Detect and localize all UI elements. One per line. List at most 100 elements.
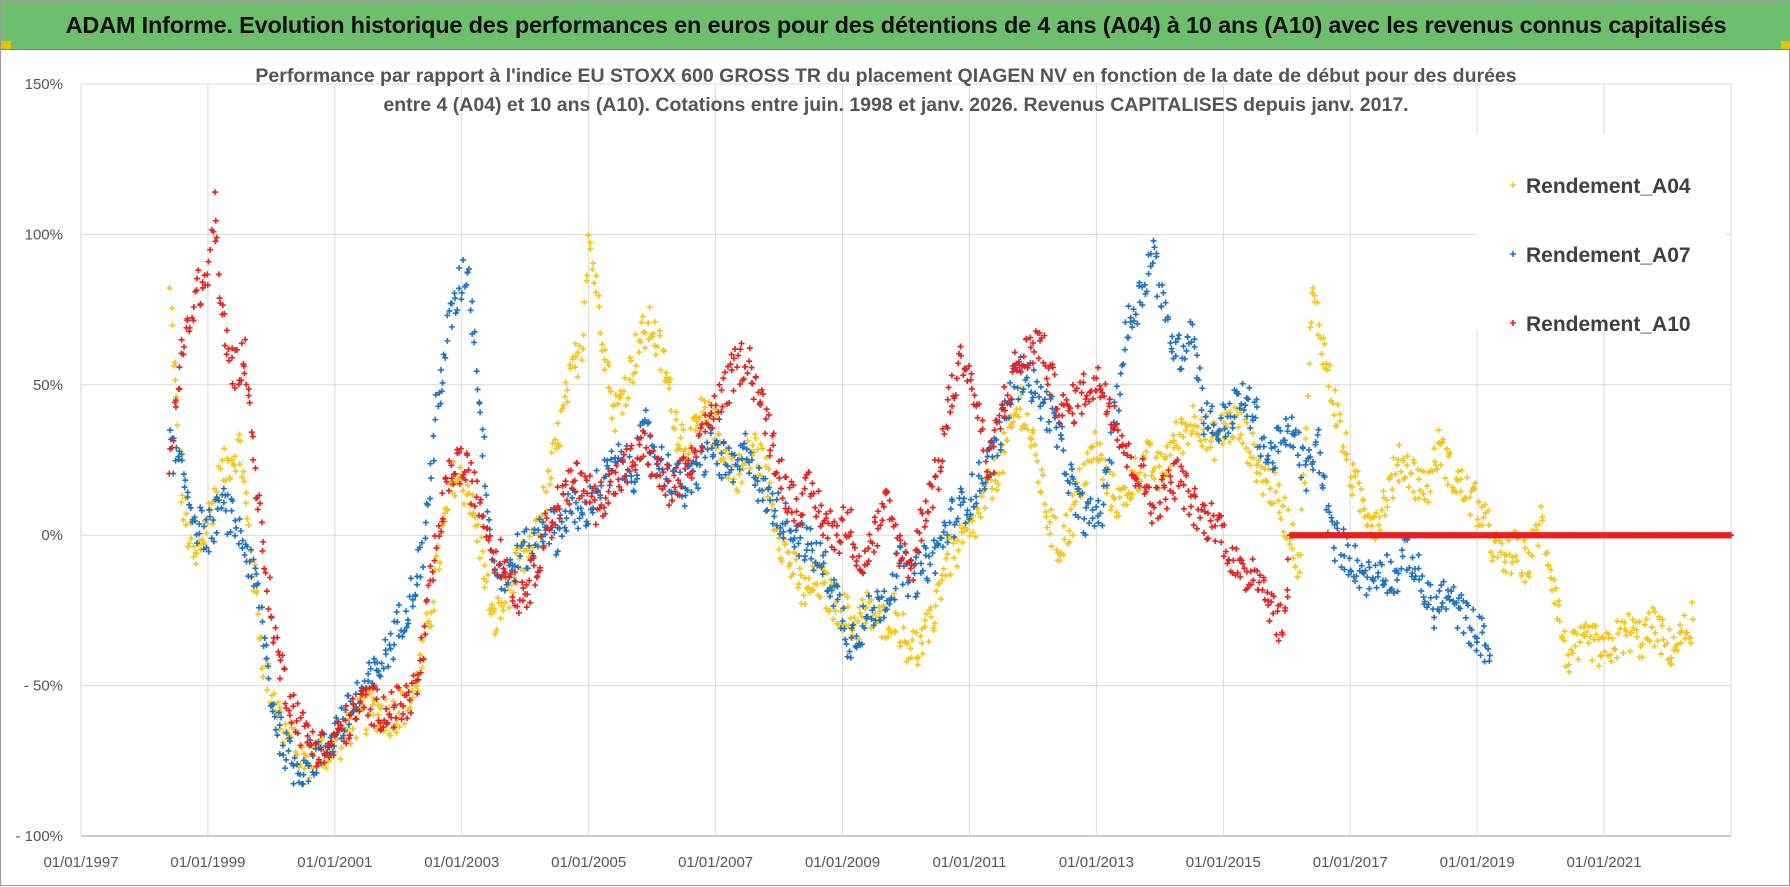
data-point-rendement_a10	[705, 421, 712, 428]
data-point-rendement_a07	[1066, 479, 1073, 486]
data-point-rendement_a10	[468, 459, 475, 466]
data-point-rendement_a10	[193, 287, 200, 294]
data-point-rendement_a10	[1221, 521, 1228, 528]
data-point-rendement_a04	[481, 584, 488, 591]
data-point-rendement_a10	[917, 506, 924, 513]
data-point-rendement_a07	[1125, 303, 1132, 310]
data-point-rendement_a10	[480, 523, 487, 530]
data-point-rendement_a07	[269, 708, 276, 715]
data-point-rendement_a10	[711, 392, 718, 399]
data-point-rendement_a10	[323, 749, 330, 756]
data-point-rendement_a10	[738, 340, 745, 347]
data-point-rendement_a10	[321, 759, 328, 766]
data-point-rendement_a10	[716, 416, 723, 423]
data-point-rendement_a10	[360, 704, 367, 711]
data-point-rendement_a04	[1060, 551, 1067, 558]
data-point-rendement_a10	[1200, 529, 1207, 536]
data-point-rendement_a04	[666, 385, 673, 392]
data-point-rendement_a07	[1117, 370, 1124, 377]
data-point-rendement_a04	[1455, 468, 1462, 475]
data-point-rendement_a07	[1438, 582, 1445, 589]
data-point-rendement_a10	[682, 460, 689, 467]
data-point-rendement_a07	[957, 485, 964, 492]
data-point-rendement_a04	[1196, 432, 1203, 439]
data-point-rendement_a10	[849, 553, 856, 560]
data-point-rendement_a07	[1029, 394, 1036, 401]
data-point-rendement_a07	[1063, 471, 1070, 478]
data-point-rendement_a04	[1395, 456, 1402, 463]
data-point-rendement_a07	[473, 368, 480, 375]
data-point-rendement_a07	[827, 593, 834, 600]
data-point-rendement_a07	[797, 534, 804, 541]
data-point-rendement_a04	[559, 405, 566, 412]
data-point-rendement_a07	[1241, 406, 1248, 413]
data-point-rendement_a07	[253, 570, 260, 577]
data-point-rendement_a04	[1576, 639, 1583, 646]
data-point-rendement_a07	[946, 519, 953, 526]
data-point-rendement_a07	[713, 437, 720, 444]
data-point-rendement_a07	[590, 505, 597, 512]
data-point-rendement_a07	[975, 459, 982, 466]
data-point-rendement_a10	[778, 456, 785, 463]
data-point-rendement_a10	[461, 468, 468, 475]
data-point-rendement_a10	[1136, 482, 1143, 489]
data-point-rendement_a07	[1458, 591, 1465, 598]
data-point-rendement_a04	[969, 529, 976, 536]
data-point-rendement_a10	[519, 597, 526, 604]
data-point-rendement_a04	[500, 607, 507, 614]
data-point-rendement_a04	[1292, 563, 1299, 570]
data-point-rendement_a10	[425, 582, 432, 589]
data-point-rendement_a04	[430, 598, 437, 605]
data-point-rendement_a04	[1097, 440, 1104, 447]
data-point-rendement_a10	[722, 369, 729, 376]
data-point-rendement_a10	[918, 537, 925, 544]
data-point-rendement_a04	[1258, 463, 1265, 470]
data-point-rendement_a10	[730, 355, 737, 362]
data-point-rendement_a04	[907, 645, 914, 652]
data-point-rendement_a10	[1207, 517, 1214, 524]
data-point-rendement_a07	[1388, 586, 1395, 593]
data-point-rendement_a07	[1264, 456, 1271, 463]
data-point-rendement_a07	[1267, 439, 1274, 446]
data-point-rendement_a04	[552, 436, 559, 443]
data-point-rendement_a04	[1659, 622, 1666, 629]
data-point-rendement_a10	[591, 497, 598, 504]
data-point-rendement_a10	[1128, 454, 1135, 461]
data-point-rendement_a04	[1308, 319, 1315, 326]
data-point-rendement_a04	[1107, 506, 1114, 513]
data-point-rendement_a04	[239, 474, 246, 481]
data-point-rendement_a07	[274, 732, 281, 739]
data-point-rendement_a04	[1179, 450, 1186, 457]
data-point-rendement_a07	[1315, 426, 1322, 433]
data-point-rendement_a04	[1171, 437, 1178, 444]
data-point-rendement_a10	[848, 506, 855, 513]
data-point-rendement_a10	[294, 700, 301, 707]
data-point-rendement_a07	[1303, 487, 1310, 494]
data-point-rendement_a04	[1396, 442, 1403, 449]
data-point-rendement_a07	[1421, 598, 1428, 605]
data-point-rendement_a10	[371, 722, 378, 729]
data-point-rendement_a07	[1247, 425, 1254, 432]
data-point-rendement_a04	[652, 351, 659, 358]
data-point-rendement_a10	[1273, 631, 1280, 638]
data-point-rendement_a07	[1060, 447, 1067, 454]
data-point-rendement_a07	[385, 663, 392, 670]
data-point-rendement_a10	[1140, 462, 1147, 469]
data-point-rendement_a10	[1241, 565, 1248, 572]
data-point-rendement_a10	[944, 425, 951, 432]
data-point-rendement_a04	[1585, 624, 1592, 631]
data-point-rendement_a07	[440, 351, 447, 358]
data-point-rendement_a10	[675, 477, 682, 484]
data-point-rendement_a04	[859, 596, 866, 603]
data-point-rendement_a10	[1035, 355, 1042, 362]
data-point-rendement_a04	[1561, 628, 1568, 635]
data-point-rendement_a04	[476, 555, 483, 562]
data-point-rendement_a07	[1030, 367, 1037, 374]
data-point-rendement_a10	[810, 490, 817, 497]
data-point-rendement_a07	[773, 522, 780, 529]
data-point-rendement_a04	[922, 617, 929, 624]
data-point-rendement_a07	[1288, 414, 1295, 421]
data-point-rendement_a07	[1436, 587, 1443, 594]
data-point-rendement_a10	[776, 475, 783, 482]
data-point-rendement_a04	[1404, 453, 1411, 460]
